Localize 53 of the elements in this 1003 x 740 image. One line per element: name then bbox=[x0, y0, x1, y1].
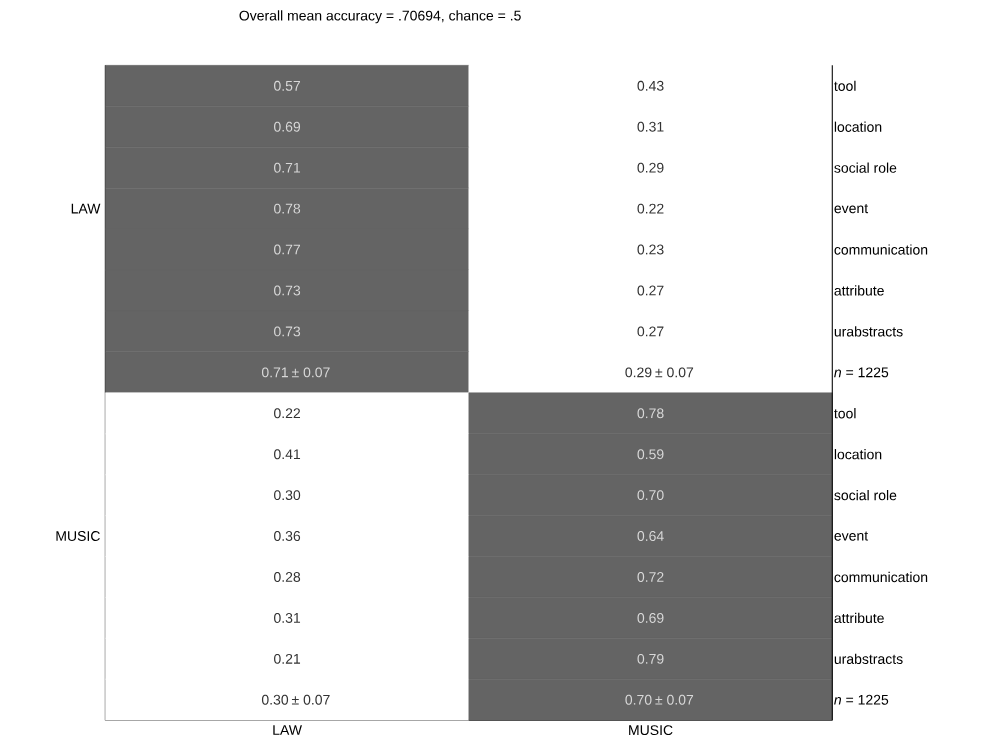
data-label: 0.77 bbox=[274, 244, 301, 255]
chart-title: Overall mean accuracy = .70694, chance = .5 bbox=[239, 10, 521, 24]
y2-tick-label: event bbox=[834, 204, 869, 214]
data-label: 0.36 bbox=[274, 531, 301, 542]
data-label: 0.79 bbox=[637, 654, 664, 664]
data-label: 0.78 bbox=[274, 203, 301, 214]
data-label: 0.27 bbox=[637, 326, 664, 337]
data-label: 0.57 bbox=[274, 81, 301, 91]
y2-tick-label: communication bbox=[834, 244, 928, 255]
y2-tick-label: tool bbox=[834, 80, 856, 92]
data-label: 0.69 bbox=[637, 613, 664, 624]
data-label: 0.43 bbox=[637, 81, 664, 91]
y2-tick-label: attribute bbox=[834, 612, 884, 624]
y2-tick-label: social role bbox=[834, 162, 897, 173]
data-label: 0.69 bbox=[274, 121, 301, 132]
data-label: 0.31 bbox=[637, 121, 664, 132]
data-label: 0.59 bbox=[637, 449, 664, 460]
y2-tick-label: location bbox=[834, 121, 882, 133]
data-label: 0.22 bbox=[274, 408, 301, 419]
y2-tick-label: n = 1225 bbox=[834, 694, 889, 705]
annotation: ± 0.07 bbox=[655, 367, 694, 378]
data-label: 0.70 bbox=[625, 694, 652, 705]
y2-tick-label: urabstracts bbox=[834, 326, 903, 337]
data-label: 0.28 bbox=[274, 572, 301, 583]
y2-tick-label: location bbox=[834, 449, 882, 460]
data-label: 0.30 bbox=[261, 694, 289, 705]
y2-tick-label: attribute bbox=[834, 285, 884, 296]
y2-tick-label: urabstracts bbox=[834, 653, 903, 665]
data-label: 0.22 bbox=[637, 203, 664, 214]
data-label: 0.29 bbox=[637, 162, 664, 173]
y2-tick-label: n = 1225 bbox=[834, 367, 889, 378]
data-label: 0.30 bbox=[274, 490, 301, 501]
data-label: 0.23 bbox=[637, 244, 664, 255]
annotation: ± 0.07 bbox=[291, 694, 330, 705]
data-label: 0.31 bbox=[274, 613, 301, 624]
data-label: 0.71 bbox=[274, 162, 301, 173]
y2-tick-label: social role bbox=[834, 490, 897, 501]
data-label: 0.29 bbox=[625, 367, 652, 378]
data-label: 0.72 bbox=[637, 572, 664, 583]
data-label: 0.21 bbox=[274, 654, 301, 664]
annotation: ± 0.07 bbox=[291, 367, 330, 378]
annotation: ± 0.07 bbox=[655, 694, 694, 705]
y2-tick-label: event bbox=[834, 531, 869, 541]
data-label: 0.78 bbox=[637, 408, 664, 419]
y2-tick-label: communication bbox=[834, 571, 928, 583]
data-label: 0.71 bbox=[261, 367, 288, 378]
y2-tick-label: tool bbox=[834, 408, 856, 419]
data-label: 0.41 bbox=[274, 449, 301, 460]
data-label: 0.73 bbox=[274, 326, 301, 337]
data-label: 0.70 bbox=[637, 490, 664, 501]
data-label: 0.73 bbox=[274, 285, 301, 296]
data-label: 0.64 bbox=[637, 531, 664, 542]
data-label: 0.27 bbox=[637, 285, 664, 296]
